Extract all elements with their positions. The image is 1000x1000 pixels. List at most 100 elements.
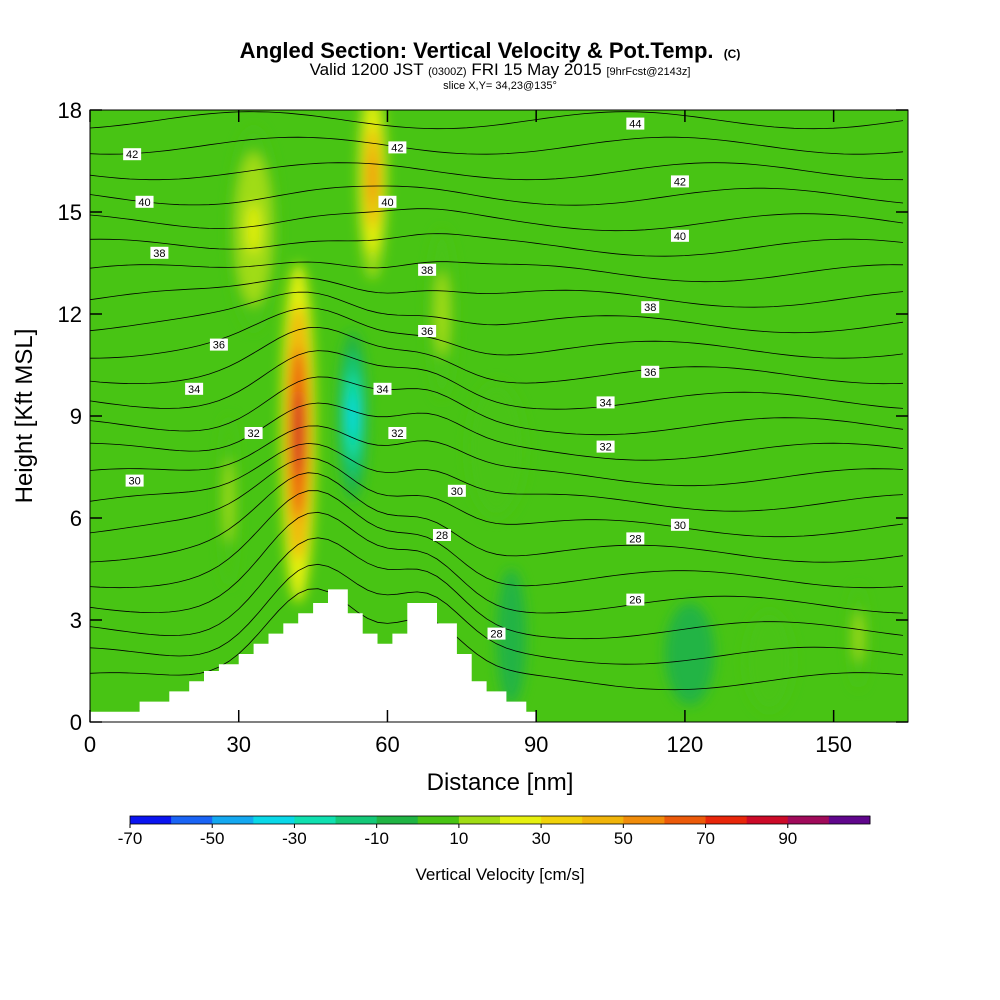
theta-contour [90, 307, 904, 359]
x-tick-label: 30 [226, 732, 250, 757]
svg-text:Angled Section: Vertical Veloc: Angled Section: Vertical Velocity & Pot.… [240, 38, 741, 63]
contour-label-text: 34 [376, 384, 388, 396]
theta-contour [90, 588, 904, 691]
velocity-blob [438, 292, 446, 336]
svg-text:Valid 1200 JST (0300Z): Valid 1200 JST (0300Z) FRI 15 May 2015 [… [310, 60, 691, 79]
y-tick-label: 0 [70, 710, 82, 735]
contour-label-text: 36 [213, 340, 225, 352]
colorbar-swatch [828, 816, 871, 824]
contour-label-bg [626, 117, 645, 130]
contour-label-bg [125, 474, 144, 487]
theta-contour [90, 402, 904, 461]
colorbar-tick-label: -30 [282, 829, 307, 848]
x-tick-label: 0 [84, 732, 96, 757]
colorbar-tick-label: 90 [778, 829, 797, 848]
theta-contour [90, 208, 904, 232]
x-tick-label: 120 [667, 732, 704, 757]
colorbar-swatch [746, 816, 789, 824]
contour-label: 36 [641, 365, 660, 379]
colorbar-swatch [664, 816, 707, 824]
contour-label-text: 40 [381, 197, 393, 209]
contour-label-text: 40 [138, 197, 150, 209]
theta-contour [90, 277, 904, 308]
contour-label: 30 [125, 474, 144, 488]
theta-contour [90, 111, 904, 130]
contour-label-bg [596, 440, 615, 453]
contour-label-text: 36 [644, 367, 656, 379]
theta-contour [90, 563, 904, 665]
contour-label: 44 [626, 117, 645, 131]
contour-label-text: 28 [436, 530, 448, 542]
contour-label-text: 30 [451, 486, 463, 498]
potential-temperature-contours [90, 111, 904, 691]
contour-label-text: 28 [629, 533, 641, 545]
contour-label-text: 26 [629, 595, 641, 607]
contour-label-bg [596, 396, 615, 409]
theta-contour [90, 537, 904, 640]
velocity-blob [247, 203, 260, 255]
theta-contour [90, 376, 904, 436]
slice-info: slice X,Y= 34,23@135° [443, 80, 557, 92]
y-tick-label: 9 [70, 404, 82, 429]
colorbar-tick-label: -70 [118, 829, 143, 848]
colorbar-swatch [171, 816, 213, 824]
contour-label-text: 38 [644, 302, 656, 314]
contour-label: 34 [596, 396, 615, 409]
colorbar-tick-label: 50 [614, 829, 633, 848]
velocity-blob [368, 152, 377, 204]
theta-contour [90, 425, 904, 487]
theta-contour [90, 350, 904, 410]
x-tick-label: 150 [815, 732, 852, 757]
y-tick-label: 12 [58, 302, 82, 327]
velocity-blob [349, 394, 357, 438]
valid-date: FRI 15 May 2015 [471, 60, 601, 79]
velocity-field [218, 110, 869, 712]
theta-contour [90, 511, 904, 614]
colorbar-swatch [335, 816, 378, 824]
contour-label: 38 [418, 263, 437, 277]
colorbar-swatch [376, 816, 419, 824]
contour-label-text: 42 [391, 142, 403, 154]
theta-contour [90, 261, 904, 283]
contour-label: 32 [596, 440, 615, 454]
contour-label: 40 [378, 195, 397, 209]
contour-label-text: 32 [599, 442, 611, 454]
contour-label-bg [670, 518, 689, 531]
theta-contour [90, 291, 904, 334]
y-tick-label: 6 [70, 506, 82, 531]
y-tick-label: 15 [58, 200, 82, 225]
contour-label-bg [123, 148, 142, 161]
colorbar-label: Vertical Velocity [cm/s] [415, 865, 584, 884]
theta-contour [90, 185, 904, 206]
colorbar-frame [129, 815, 871, 825]
x-tick-label: 90 [524, 732, 548, 757]
velocity-blob [683, 641, 697, 667]
y-tick-label: 3 [70, 608, 82, 633]
contour-label-bg [641, 301, 660, 314]
contour-label-bg [388, 427, 407, 439]
title-suffix: (C) [724, 47, 741, 61]
chart-title: Angled Section: Vertical Velocity & Pot.… [240, 38, 714, 63]
contour-label-bg [244, 427, 263, 439]
contour-label-bg [447, 484, 466, 497]
theta-contour [90, 162, 904, 181]
contour-label-bg [388, 141, 407, 154]
colorbar-swatch [253, 816, 295, 824]
contour-label-bg [185, 382, 204, 395]
contour-label-bg [418, 263, 437, 276]
theta-contour [90, 490, 904, 589]
colorbar-swatch [417, 816, 460, 824]
contour-label: 28 [487, 627, 506, 641]
contour-label-bg [378, 195, 397, 208]
contour-label-text: 44 [629, 119, 641, 131]
colorbar-swatch [787, 816, 830, 824]
contour-label-bg [418, 325, 437, 337]
contour-label-text: 30 [128, 476, 140, 488]
contour-label-bg [373, 382, 392, 395]
contour-label: 28 [626, 532, 645, 545]
contour-label: 38 [641, 301, 660, 314]
colorbar-swatch [623, 816, 665, 824]
contour-label: 34 [185, 382, 204, 396]
contour-label-bg [626, 593, 645, 606]
contour-label-text: 34 [599, 397, 611, 409]
